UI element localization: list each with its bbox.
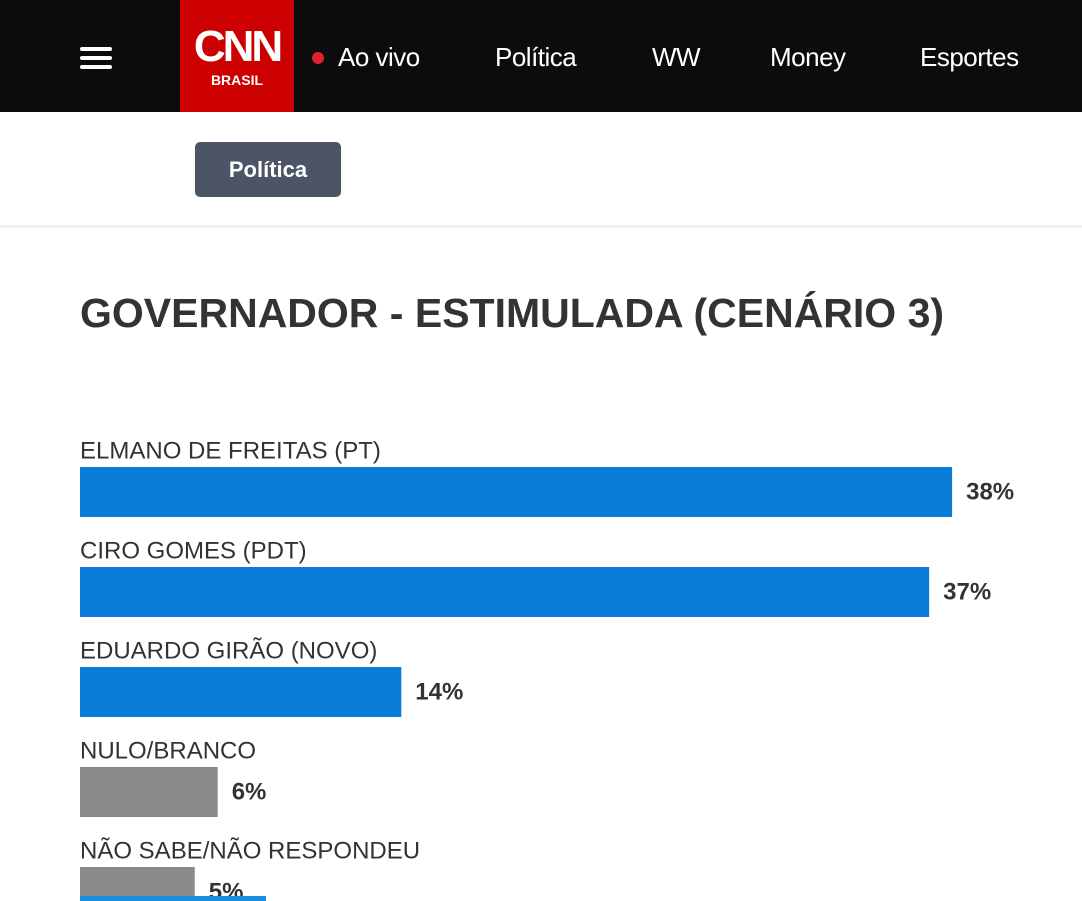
nav-link[interactable]: Esportes bbox=[920, 42, 1019, 72]
logo[interactable]: CNN BRASIL bbox=[180, 0, 294, 112]
bar bbox=[80, 667, 402, 717]
category-label: NULO/BRANCO bbox=[80, 737, 256, 764]
value-label: 38% bbox=[966, 478, 1014, 505]
bar bbox=[80, 467, 953, 517]
top-bar: CNN BRASIL Ao vivo Política WW Money Esp… bbox=[0, 0, 1082, 112]
value-label: 14% bbox=[415, 678, 463, 705]
menu-icon[interactable] bbox=[80, 47, 112, 51]
live-dot bbox=[312, 52, 324, 64]
bar bbox=[80, 867, 195, 901]
nav-link[interactable]: Money bbox=[770, 42, 846, 72]
separator bbox=[0, 225, 1082, 228]
menu-icon[interactable] bbox=[80, 56, 112, 60]
value-label: 6% bbox=[232, 778, 267, 805]
logo-subtext: BRASIL bbox=[210, 72, 264, 88]
value-label: 5% bbox=[209, 878, 244, 901]
menu-icon[interactable] bbox=[80, 65, 112, 69]
category-label: CIRO GOMES (PDT) bbox=[80, 537, 307, 564]
logo-text: CNN bbox=[193, 22, 283, 71]
chart-title: GOVERNADOR - ESTIMULADA (CENÁRIO 3) bbox=[80, 290, 944, 336]
bar bbox=[80, 767, 218, 817]
section-tag[interactable]: Política bbox=[195, 142, 341, 197]
nav-link[interactable]: Política bbox=[495, 42, 577, 72]
category-label: NÃO SABE/NÃO RESPONDEU bbox=[80, 837, 420, 864]
progress-line bbox=[80, 896, 266, 901]
live-link[interactable]: Ao vivo bbox=[338, 42, 420, 72]
bar bbox=[80, 567, 930, 617]
value-label: 37% bbox=[943, 578, 991, 605]
nav-link[interactable]: WW bbox=[652, 42, 701, 72]
category-label: ELMANO DE FREITAS (PT) bbox=[80, 437, 381, 464]
category-label: EDUARDO GIRÃO (NOVO) bbox=[80, 637, 377, 664]
